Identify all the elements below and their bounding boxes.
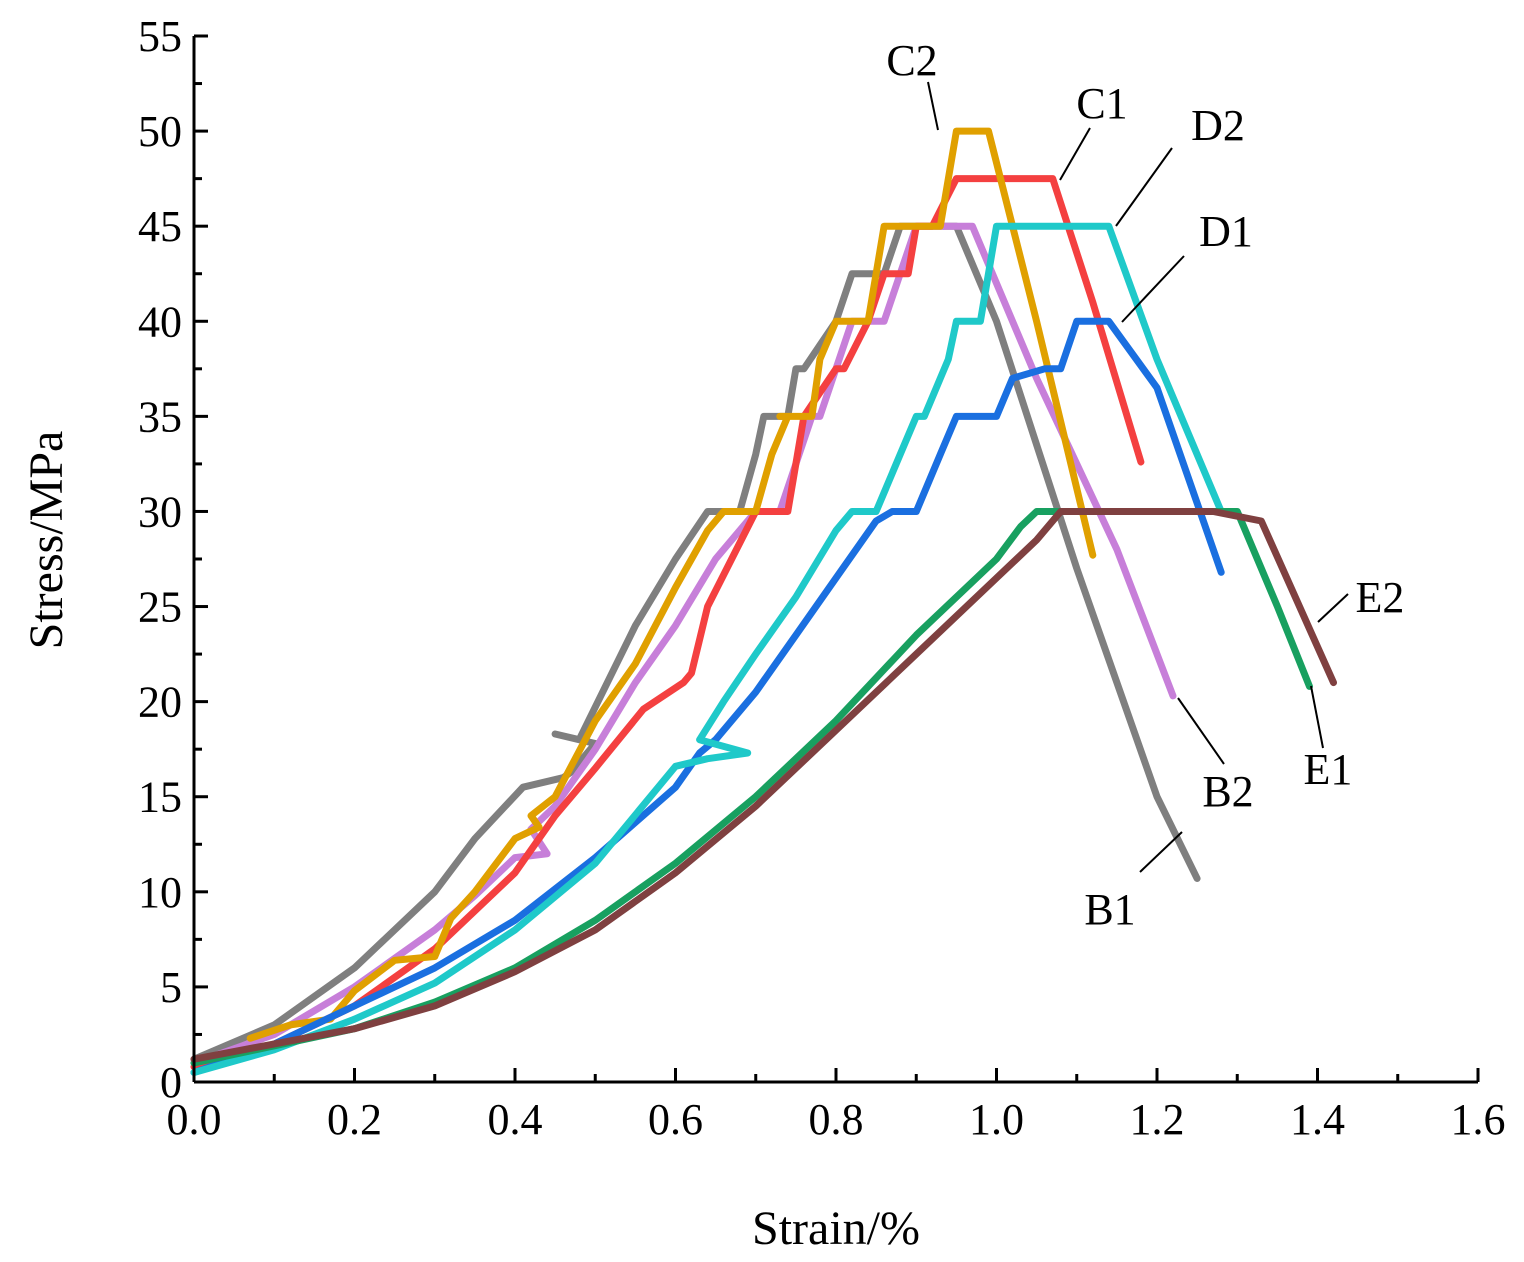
y-tick-label: 0 xyxy=(160,1058,182,1107)
x-axis-title: Strain/% xyxy=(752,1202,920,1255)
x-tick-label: 0.0 xyxy=(167,1095,222,1144)
y-tick-label: 5 xyxy=(160,963,182,1012)
axes-layer xyxy=(192,36,1478,1084)
series-layer xyxy=(190,127,1337,1076)
y-tick-label: 50 xyxy=(138,107,182,156)
series-line-d2 xyxy=(190,222,1225,1076)
leader-line-d2 xyxy=(1115,147,1173,227)
x-tick-label: 0.2 xyxy=(327,1095,382,1144)
series-line-e2 xyxy=(190,508,1337,1063)
series-label-d1: D1 xyxy=(1199,207,1253,256)
x-tick-label: 0.4 xyxy=(488,1095,543,1144)
y-tick-label: 10 xyxy=(138,868,182,917)
x-tick-label: 1.2 xyxy=(1130,1095,1185,1144)
series-label-c2: C2 xyxy=(886,36,937,85)
series-line-d1 xyxy=(190,317,1225,1076)
series-label-b1: B1 xyxy=(1084,885,1135,934)
series-label-e2: E2 xyxy=(1356,573,1405,622)
series-label-c1: C1 xyxy=(1076,79,1127,128)
leader-line-e2 xyxy=(1317,593,1349,623)
series-label-e1: E1 xyxy=(1304,745,1353,794)
series-label-d2: D2 xyxy=(1191,101,1245,150)
leader-line-b2 xyxy=(1177,697,1225,765)
y-tick-label: 15 xyxy=(138,773,182,822)
x-tick-label: 1.4 xyxy=(1290,1095,1345,1144)
annotation-layer: C2 C1 D2 D1 E2 E1 B2 B1 xyxy=(886,36,1404,934)
x-tick-label: 1.0 xyxy=(969,1095,1024,1144)
y-axis-title: Stress/MPa xyxy=(20,431,73,650)
leader-line-b1 xyxy=(1139,831,1183,873)
ticks-layer: 0.0 0.2 0.4 0.6 0.8 1.0 1.2 1.4 1.6 0 5 10 15 20 25 30 3… xyxy=(138,12,1506,1144)
series-line-c1 xyxy=(190,175,1145,1071)
y-tick-label: 55 xyxy=(138,12,182,61)
leader-line-e1 xyxy=(1310,685,1324,749)
series-label-b2: B2 xyxy=(1202,767,1253,816)
leader-line-c1 xyxy=(1059,127,1091,181)
series-line-b2 xyxy=(190,222,1177,1067)
y-tick-label: 35 xyxy=(138,392,182,441)
series-line-c2 xyxy=(246,127,1097,1042)
x-tick-label: 1.6 xyxy=(1451,1095,1506,1144)
y-tick-label: 30 xyxy=(138,487,182,536)
y-tick-label: 25 xyxy=(138,583,182,632)
leader-line-c2 xyxy=(927,81,939,131)
y-tick-label: 45 xyxy=(138,202,182,251)
x-tick-label: 0.8 xyxy=(809,1095,864,1144)
leader-line-d1 xyxy=(1121,255,1185,323)
y-tick-label: 20 xyxy=(138,678,182,727)
y-tick-label: 40 xyxy=(138,297,182,346)
x-tick-label: 0.6 xyxy=(648,1095,703,1144)
